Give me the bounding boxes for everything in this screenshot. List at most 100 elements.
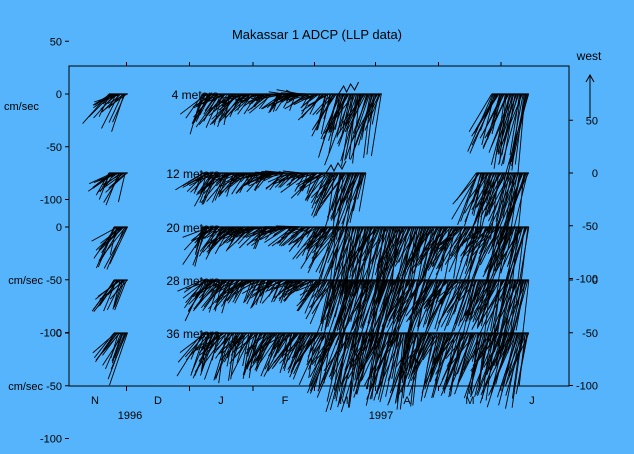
stick	[317, 226, 346, 295]
stick	[177, 279, 204, 292]
stick	[179, 332, 206, 353]
stick	[308, 332, 330, 387]
stick	[505, 172, 529, 220]
stick	[319, 93, 340, 153]
stick	[461, 279, 478, 321]
stick	[290, 172, 303, 176]
stick	[254, 279, 279, 287]
stick	[466, 226, 491, 249]
stick	[97, 172, 117, 182]
stick	[236, 226, 258, 232]
stick	[255, 279, 266, 305]
stick-segment-3	[467, 93, 530, 180]
stick-segment-1	[82, 93, 128, 132]
stick	[289, 332, 303, 352]
stick	[329, 279, 352, 342]
stick	[109, 279, 128, 300]
stick	[110, 332, 127, 370]
stick	[410, 332, 427, 377]
stick	[261, 93, 283, 110]
stick	[373, 332, 397, 401]
stick-segment-1	[88, 172, 128, 206]
stick	[495, 332, 511, 367]
stick	[320, 279, 342, 322]
stick	[246, 332, 269, 351]
stick	[390, 226, 412, 269]
stick	[351, 279, 375, 330]
stick	[388, 332, 415, 403]
right-tick-label: 50	[586, 115, 598, 127]
stick	[350, 226, 378, 259]
stick	[308, 226, 322, 241]
stick	[495, 332, 505, 367]
stick	[297, 93, 322, 101]
stick	[336, 226, 364, 281]
stick	[426, 279, 447, 312]
stick-segment-1	[91, 226, 128, 270]
stick	[182, 226, 211, 238]
stick	[369, 332, 396, 392]
stick	[355, 332, 368, 395]
stick	[373, 279, 388, 316]
stick	[245, 332, 263, 355]
stick	[410, 332, 437, 382]
stick	[413, 226, 439, 268]
stick	[464, 172, 490, 214]
stick	[89, 172, 113, 185]
stick	[293, 332, 314, 366]
stick	[490, 279, 514, 334]
stick	[490, 93, 515, 148]
stick	[199, 332, 228, 356]
stick	[471, 93, 500, 137]
stick	[501, 93, 522, 166]
stick	[495, 93, 512, 156]
stick	[381, 226, 408, 277]
stick	[299, 279, 327, 296]
stick	[358, 332, 372, 377]
stick	[343, 172, 360, 203]
stick	[341, 172, 363, 225]
stick	[515, 226, 530, 304]
stick	[93, 93, 119, 103]
stick-segment-2	[175, 170, 367, 240]
stick	[95, 93, 122, 104]
stick	[429, 226, 451, 255]
stick	[311, 172, 331, 216]
stick	[333, 172, 360, 236]
stick	[112, 93, 126, 123]
panel-2: 12 meters	[88, 167, 529, 251]
stick	[334, 226, 356, 274]
stick	[224, 226, 240, 231]
stick-segment-1	[92, 332, 128, 386]
stick	[309, 332, 323, 352]
left-tick-label: -100	[40, 328, 62, 340]
stick	[320, 279, 334, 332]
stick	[493, 226, 516, 265]
stick	[387, 332, 406, 382]
stick	[454, 332, 478, 395]
stick	[391, 332, 403, 392]
stick	[234, 332, 260, 352]
stick	[476, 172, 502, 208]
stick	[422, 332, 441, 361]
stick	[449, 226, 468, 249]
stick	[308, 279, 336, 308]
stick	[503, 172, 515, 234]
stick	[291, 226, 311, 232]
stick	[463, 332, 481, 371]
stick	[448, 332, 477, 368]
stick	[235, 279, 257, 286]
stick	[379, 279, 391, 312]
stick	[400, 226, 426, 288]
stick	[446, 332, 466, 367]
stick	[284, 93, 311, 110]
stick	[438, 279, 462, 304]
stick	[301, 226, 316, 256]
stick	[377, 332, 395, 400]
month-label: D	[154, 395, 162, 407]
stick	[459, 226, 483, 246]
stick	[362, 332, 386, 369]
stick	[313, 93, 337, 128]
stick	[352, 226, 377, 262]
